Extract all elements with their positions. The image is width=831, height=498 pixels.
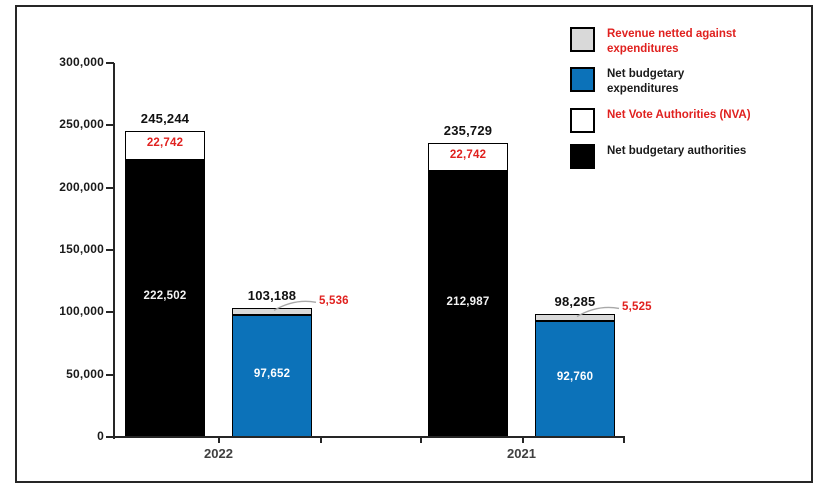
bar-segment-value-label: 92,760 <box>556 371 594 384</box>
y-axis-tick <box>106 373 114 376</box>
bar-segment-expenditures-2021-net-budgetary-expenditures <box>535 321 615 437</box>
legend-swatch-net-vote-authorities-icon <box>570 107 595 133</box>
y-axis-tick-label: 100,000 <box>59 304 104 319</box>
bar-segment-authorities-2022-net-vote-authorities-nva- <box>125 131 205 160</box>
y-axis-tick <box>106 124 114 127</box>
bar-segment-value-label: 97,652 <box>253 368 291 381</box>
x-axis-tick <box>420 438 422 443</box>
bar-segment-value-label: 22,742 <box>449 149 487 162</box>
legend-item-net-vote-authorities: Net Vote Authorities (NVA) <box>570 107 759 133</box>
bar-segment-authorities-2022-net-budgetary-authorities <box>125 159 205 437</box>
y-axis-tick-label: 200,000 <box>59 179 104 194</box>
bar-segment-callout-label: 5,525 <box>622 301 652 314</box>
x-axis-category-label-2022: 2022 <box>204 446 233 461</box>
bar-segment-expenditures-2022-net-budgetary-expenditures <box>232 315 312 437</box>
y-axis-tick <box>106 311 114 314</box>
bar-total-label-authorities-2022: 245,244 <box>140 111 190 127</box>
legend-swatch-net-budgetary-authorities-icon <box>570 143 595 169</box>
y-axis-tick-label: 250,000 <box>59 117 104 132</box>
x-axis-category-label-2021: 2021 <box>507 446 536 461</box>
y-axis-tick <box>106 436 114 438</box>
legend-item-net-budgetary-expenditures: Net budgetary expenditures <box>570 67 759 96</box>
legend-label-net-budgetary-authorities: Net budgetary authorities <box>607 144 747 157</box>
bar-segment-expenditures-2021-revenue-netted-against-expenditures <box>535 314 615 322</box>
legend-label-net-budgetary-expenditures: Net budgetary expenditures <box>607 68 685 96</box>
legend-swatch-net-budgetary-expenditures-icon <box>570 67 595 93</box>
y-axis-tick <box>106 62 114 64</box>
bar-segment-expenditures-2022-revenue-netted-against-expenditures <box>232 308 312 316</box>
legend: Revenue netted against expenditures Net … <box>570 27 759 169</box>
legend-item-revenue-netted-against-expenditures: Revenue netted against expenditures <box>570 27 759 56</box>
x-axis-tick <box>218 438 220 443</box>
x-axis-tick <box>320 438 322 443</box>
bar-segment-callout-label: 5,536 <box>319 295 349 308</box>
legend-label-revenue-netted: Revenue netted against expenditures <box>607 28 737 55</box>
bar-total-label-expenditures-2021: 98,285 <box>554 294 596 310</box>
legend-item-net-budgetary-authorities: Net budgetary authorities <box>570 143 759 169</box>
bar-segment-value-label: 222,502 <box>143 290 187 303</box>
y-axis-tick-label: 300,000 <box>59 55 104 69</box>
bar-total-label-authorities-2021: 235,729 <box>443 123 493 139</box>
y-axis-tick-label: 50,000 <box>66 366 104 381</box>
y-axis-tick-label: 150,000 <box>59 242 104 256</box>
legend-swatch-revenue-netted-icon <box>570 27 595 52</box>
legend-label-net-vote-authorities: Net Vote Authorities (NVA) <box>607 108 751 121</box>
bar-segment-value-label: 212,987 <box>446 296 490 309</box>
bar-segment-value-label: 22,742 <box>146 137 184 150</box>
y-axis-line <box>113 63 115 439</box>
bar-segment-authorities-2021-net-vote-authorities-nva- <box>428 143 508 172</box>
y-axis-tick-label: 0 <box>97 429 104 443</box>
x-axis-tick <box>522 438 524 443</box>
bar-segment-authorities-2021-net-budgetary-authorities <box>428 171 508 437</box>
bar-total-label-expenditures-2022: 103,188 <box>247 288 297 304</box>
x-axis-tick <box>623 438 625 443</box>
y-axis-tick <box>106 249 114 251</box>
x-axis-line <box>113 436 625 438</box>
y-axis-tick <box>106 186 114 189</box>
